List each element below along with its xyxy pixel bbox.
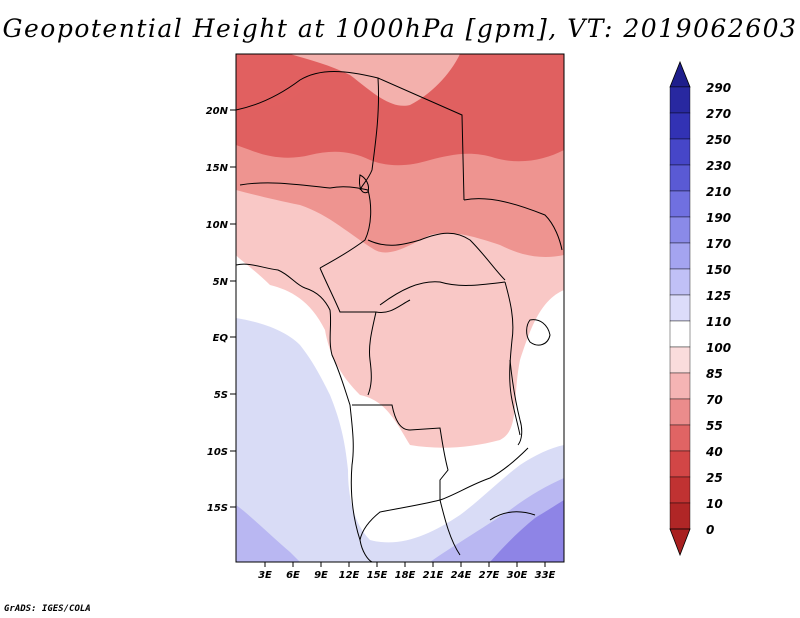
colorbar-segment: [669, 190, 691, 218]
colorbar-label: 55: [706, 419, 723, 433]
map-frame: [235, 53, 565, 563]
border-angola: [352, 404, 449, 541]
colorbar-segment: [669, 450, 691, 478]
lake-victoria: [526, 319, 551, 346]
x-axis: 3E 6E 9E 12E 15E 18E 21E 24E 27E 30E 33E: [258, 562, 556, 581]
colorbar-label: 270: [706, 107, 731, 121]
colorbar-top-arrow: [669, 60, 691, 88]
field-south-cold: [490, 500, 564, 562]
colorbar-label: 170: [706, 237, 731, 251]
x-tick-label: 33E: [535, 570, 556, 581]
colorbar-label: 10: [706, 497, 723, 511]
border-cameroon: [319, 267, 411, 314]
field-south-cool: [236, 478, 564, 562]
colorbar-segment: [669, 398, 691, 426]
colorbar-segment: [669, 112, 691, 140]
border-chad: [359, 77, 380, 191]
colorbar-label: 40: [705, 445, 723, 459]
border-zambia: [439, 447, 529, 501]
height-field: [236, 54, 564, 562]
x-tick-label: 9E: [314, 570, 328, 581]
y-tick-label: 10S: [207, 447, 228, 458]
border-car: [367, 232, 506, 281]
field-ocean: [236, 318, 564, 562]
x-tick-label: 30E: [507, 570, 528, 581]
y-tick-label: 5N: [213, 277, 229, 288]
lake-chad: [359, 174, 369, 194]
x-tick-label: 3E: [258, 570, 272, 581]
field-hot: [236, 54, 564, 166]
colorbar-segment: [669, 268, 691, 296]
colorbar-label: 25: [706, 471, 723, 485]
map-title: Geopotential Height at 1000hPa [gpm], VT…: [2, 14, 798, 43]
colorbar-bottom-arrow: [669, 528, 691, 557]
colorbar-label: 230: [706, 159, 731, 173]
colorbar-label: 0: [706, 523, 714, 537]
colorbar-segment: [669, 138, 691, 166]
grads-credit: GrADS: IGES/COLA: [4, 604, 91, 614]
colorbar-label: 85: [706, 367, 723, 381]
y-tick-label: 10N: [206, 220, 229, 231]
colorbar-segment: [669, 164, 691, 192]
colorbar-segment: [669, 242, 691, 270]
colorbar-label: 190: [706, 211, 731, 225]
colorbar-segment: [669, 424, 691, 452]
border-sudan: [463, 198, 563, 251]
colorbar-segment: [669, 86, 691, 114]
field-light-north: [290, 54, 460, 106]
colorbar-segment: [669, 320, 691, 348]
x-tick-label: 18E: [395, 570, 416, 581]
y-tick-label: 15S: [207, 503, 228, 514]
colorbar-label: 210: [706, 185, 731, 199]
y-tick-label: EQ: [213, 333, 229, 344]
colorbar: 290 270 250 230 210 190 170 150 125 110 …: [669, 60, 731, 557]
y-tick-label: 20N: [206, 106, 229, 117]
lake-tanganyika: [509, 359, 523, 446]
border-congo: [367, 311, 377, 396]
colorbar-label: 150: [706, 263, 731, 277]
x-tick-label: 24E: [451, 570, 472, 581]
colorbar-label: 250: [706, 133, 731, 147]
colorbar-label: 110: [706, 315, 731, 329]
colorbar-label: 70: [706, 393, 723, 407]
border-drc-east: [504, 281, 521, 436]
x-tick-label: 27E: [479, 570, 500, 581]
x-tick-label: 6E: [286, 570, 300, 581]
coastline: [236, 263, 373, 562]
y-tick-label: 5S: [214, 390, 228, 401]
colorbar-label: 290: [706, 81, 731, 95]
x-tick-label: 15E: [367, 570, 388, 581]
border-drc-north: [379, 281, 506, 306]
colorbar-label: 100: [706, 341, 731, 355]
borders: [236, 71, 563, 562]
colorbar-segment: [669, 476, 691, 504]
colorbar-segment: [669, 372, 691, 400]
y-axis: 20N 15N 10N 5N EQ 5S 10S 15S: [206, 106, 236, 514]
colorbar-segment: [669, 346, 691, 374]
colorbar-segment: [669, 502, 691, 530]
x-tick-label: 12E: [339, 570, 360, 581]
y-tick-label: 15N: [206, 163, 229, 174]
field-hot-patch: [236, 54, 330, 110]
border-south: [439, 499, 536, 556]
colorbar-label: 125: [706, 289, 731, 303]
x-tick-label: 21E: [423, 570, 444, 581]
colorbar-segment: [669, 294, 691, 322]
colorbar-segment: [669, 216, 691, 244]
border-niger-chad: [236, 71, 465, 201]
